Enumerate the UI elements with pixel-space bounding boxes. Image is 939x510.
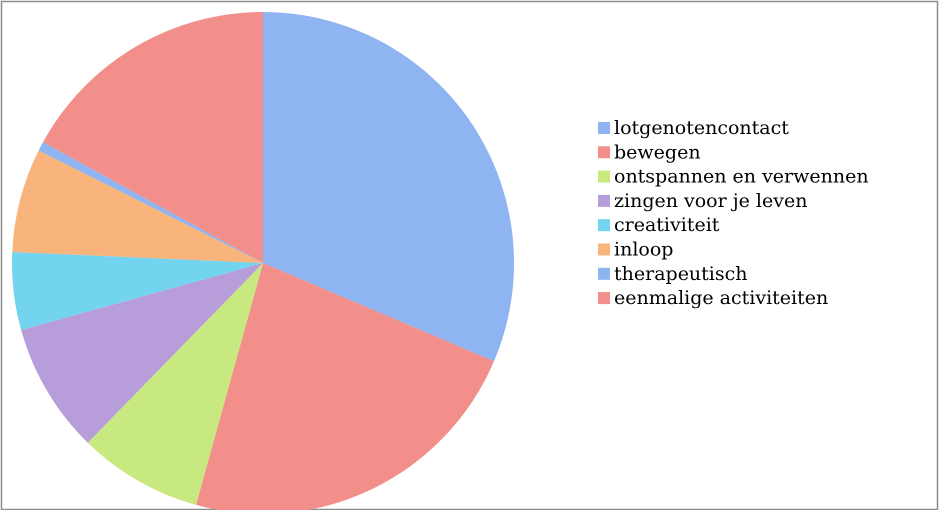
pie-slice — [12, 150, 263, 263]
pie-slice — [87, 263, 263, 505]
legend-label: lotgenotencontact — [614, 117, 789, 139]
legend-swatch — [598, 146, 610, 159]
pie-slice — [196, 263, 494, 510]
legend-swatch — [598, 194, 610, 207]
legend-swatch — [598, 292, 610, 305]
legend-swatch — [598, 219, 610, 232]
legend-swatch — [598, 122, 610, 134]
legend-label: inloop — [614, 239, 673, 261]
legend-label: ontspannen en verwennen — [614, 166, 869, 188]
pie-slice — [21, 263, 263, 443]
legend-swatch — [598, 267, 610, 280]
pie-slice — [38, 142, 264, 263]
pie-slice — [43, 12, 263, 263]
legend-label: eenmalige activiteiten — [614, 287, 828, 309]
legend-label: creativiteit — [614, 214, 720, 236]
legend-swatch — [598, 243, 610, 256]
legend-label: zingen voor je leven — [614, 190, 807, 212]
pie-slice — [263, 12, 514, 362]
legend-swatch — [598, 170, 610, 183]
pie-slice — [11, 251, 263, 330]
legend-label: therapeutisch — [614, 263, 748, 285]
legend-label: bewegen — [614, 141, 701, 163]
